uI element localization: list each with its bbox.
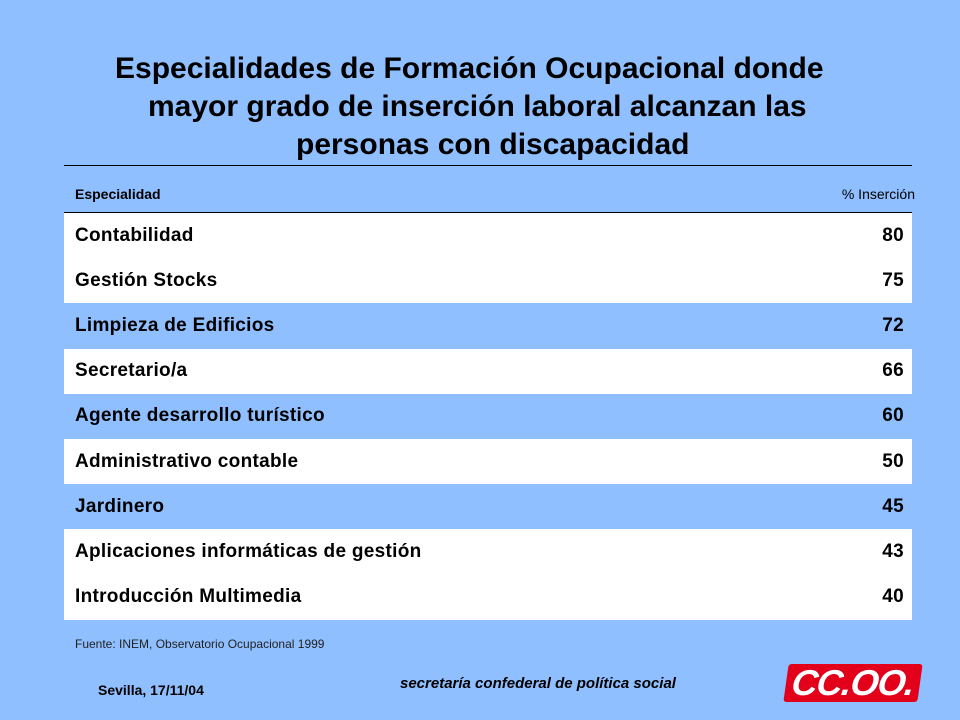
row-specialty: Aplicaciones informáticas de gestión [75,540,422,562]
row-specialty: Agente desarrollo turístico [75,405,325,427]
table-row: Introducción Multimedia 40 [64,574,912,620]
row-percent: 43 [882,540,904,562]
row-specialty: Gestión Stocks [75,269,218,291]
table-row: Contabilidad 80 [64,213,912,259]
title-line-2: mayor grado de inserción laboral alcanza… [148,90,807,123]
title-line-3: personas con discapacidad [296,128,690,161]
row-percent: 45 [882,495,904,517]
top-divider [64,165,912,166]
row-specialty: Introducción Multimedia [75,586,302,608]
footer-place-date: Sevilla, 17/11/04 [98,682,204,698]
row-percent: 40 [882,586,904,608]
row-percent: 66 [882,360,904,382]
header-specialty: Especialidad [75,186,161,202]
footer-department: secretaría confederal de política social [400,675,676,692]
table-body: Contabilidad 80 Gestión Stocks 75 Limpie… [64,213,912,620]
table-row: Administrativo contable 50 [64,438,912,485]
table-row: Secretario/a 66 [64,348,912,394]
row-specialty: Secretario/a [75,360,188,382]
ccoo-logo: CC.OO. [783,662,923,703]
table-row: Gestión Stocks 75 [64,258,912,304]
row-specialty: Administrativo contable [75,450,299,472]
source-note: Fuente: INEM, Observatorio Ocupacional 1… [75,637,325,651]
row-percent: 60 [882,405,904,427]
title-line-1: Especialidades de Formación Ocupacional … [115,52,824,85]
header-divider [64,212,912,213]
row-percent: 72 [882,314,904,336]
table-row: Aplicaciones informáticas de gestión 43 [64,529,912,575]
table-row: Jardinero 45 [64,484,912,530]
table-header: Especialidad % Inserción [64,186,915,202]
table-row: Limpieza de Edificios 72 [64,303,912,349]
header-percent: % Inserción [841,186,915,202]
row-specialty: Limpieza de Edificios [75,314,275,336]
row-specialty: Contabilidad [75,224,194,246]
row-percent: 75 [882,269,904,291]
row-percent: 50 [882,450,904,472]
row-percent: 80 [882,224,904,246]
slide-title: Especialidades de Formación Ocupacional … [60,50,910,164]
row-specialty: Jardinero [75,495,165,517]
table-row: Agente desarrollo turístico 60 [64,393,912,439]
